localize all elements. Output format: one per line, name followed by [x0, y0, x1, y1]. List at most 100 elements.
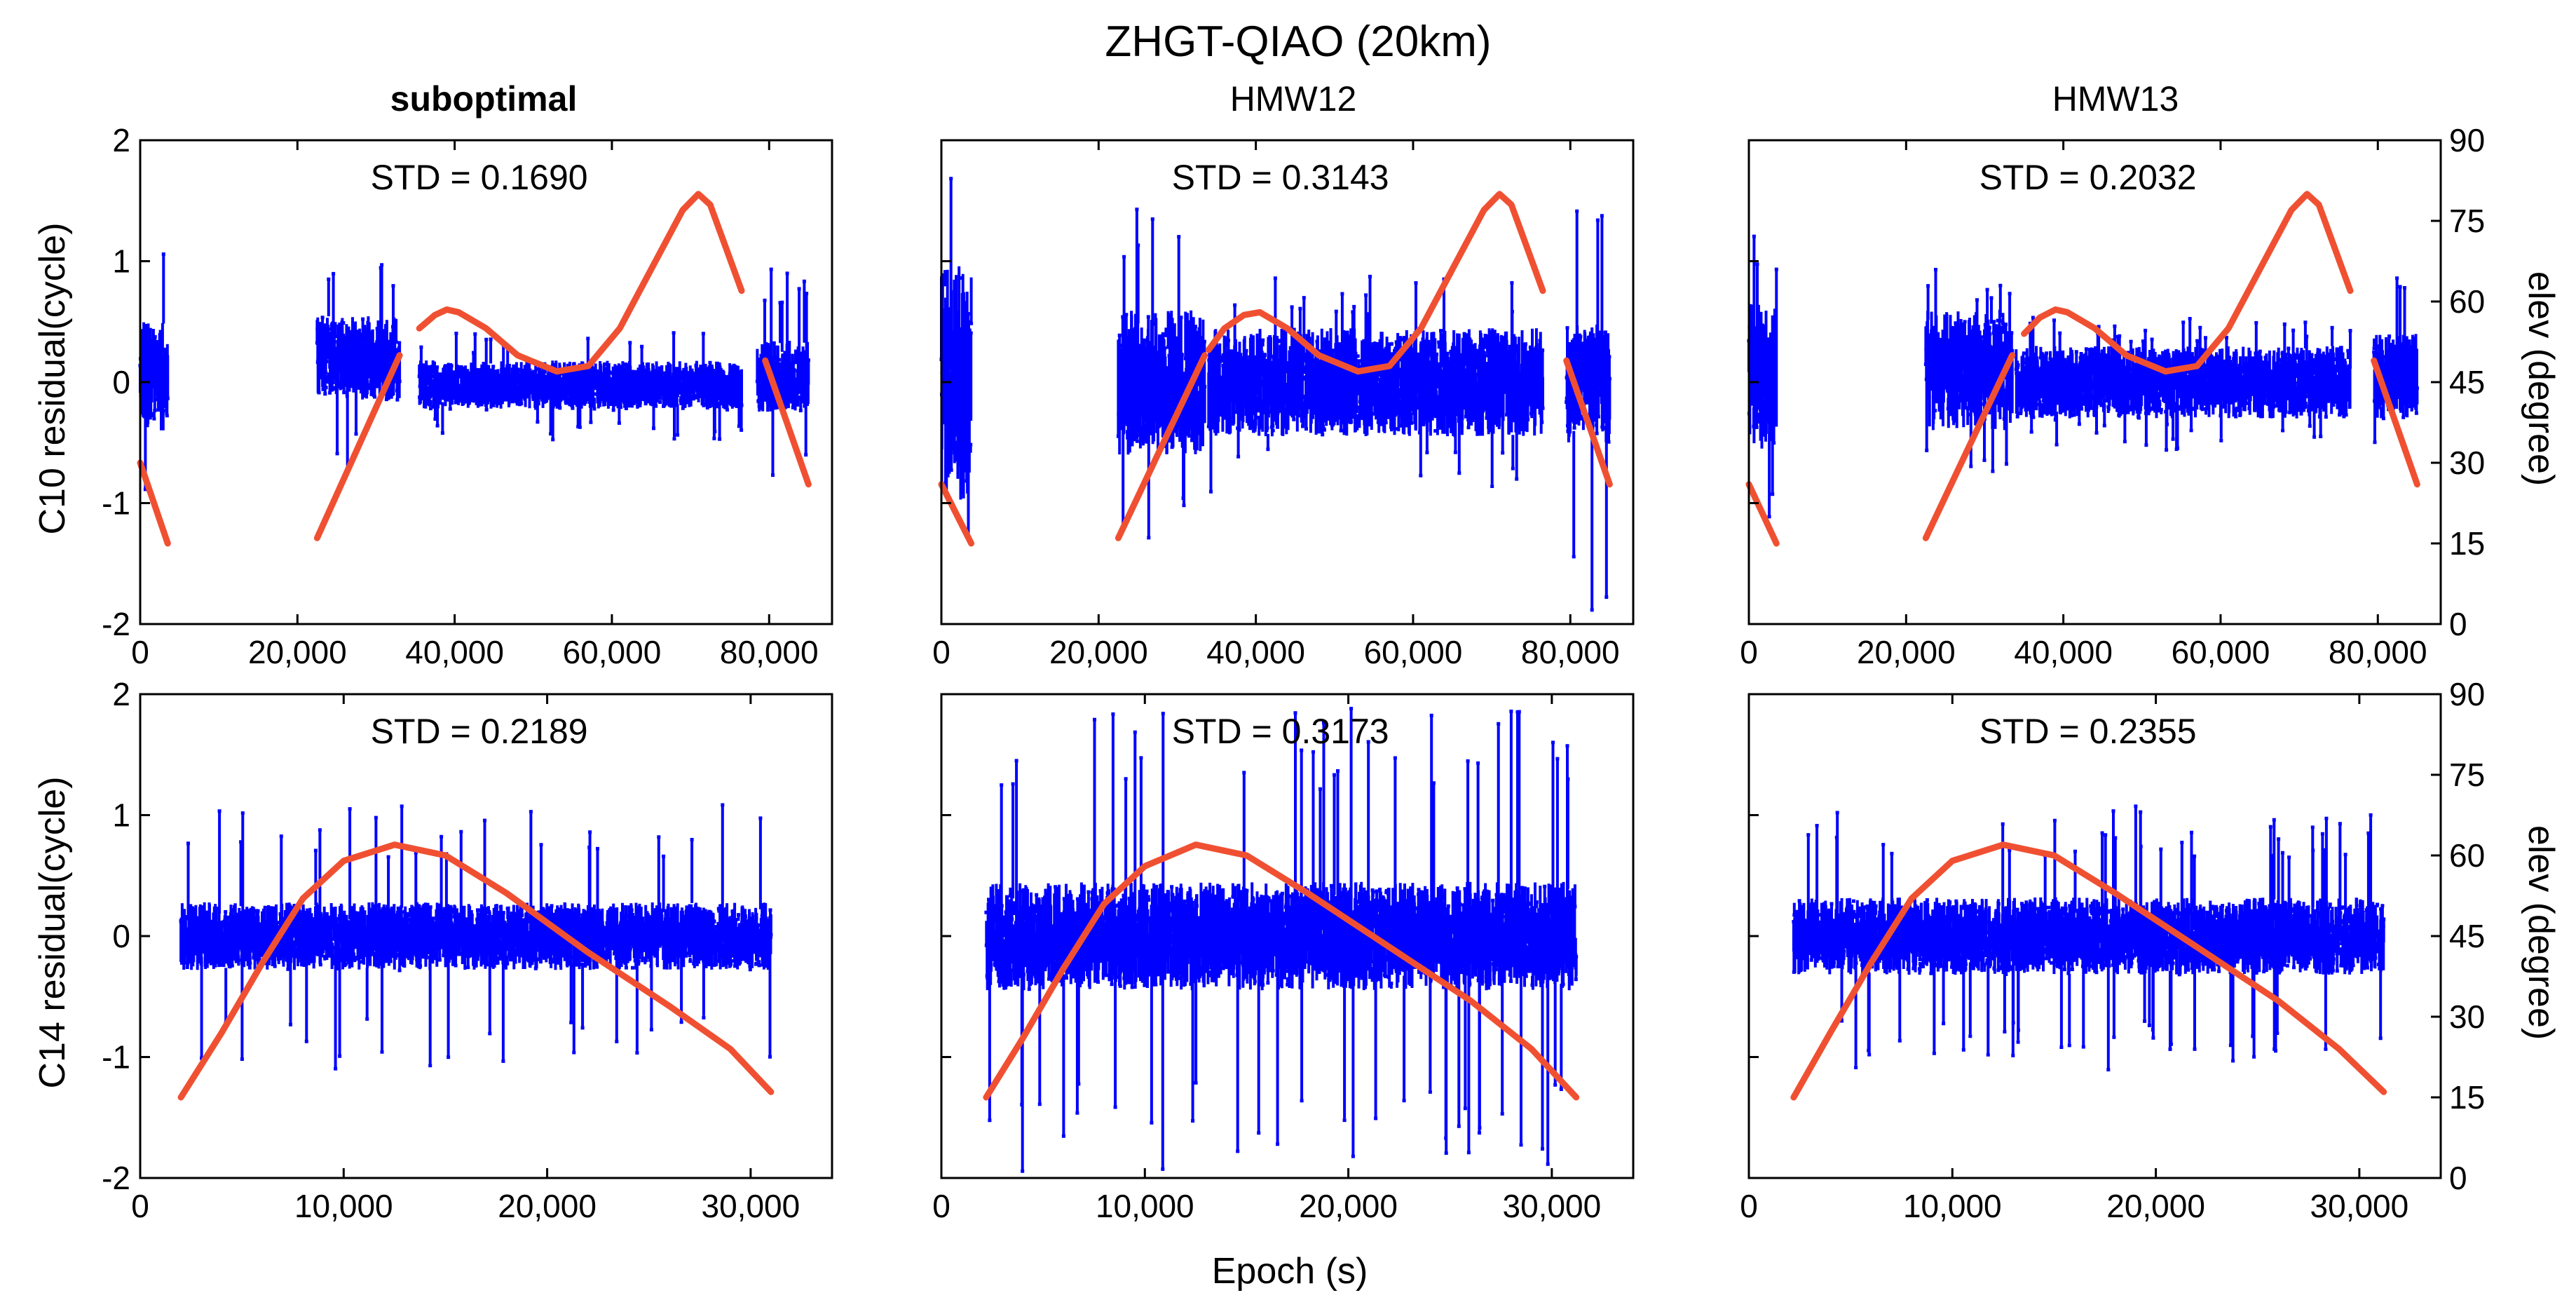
residual-points	[138, 252, 170, 492]
elevation-series	[1745, 191, 2420, 547]
x-axis-label: Epoch (s)	[1212, 1251, 1368, 1292]
y-tick-label: -1	[102, 1039, 130, 1076]
x-tick-label: 30,000	[702, 1188, 800, 1224]
y-tick-label: 0	[112, 364, 130, 400]
elevation-series	[137, 191, 812, 547]
x-tick-label: 40,000	[1206, 634, 1305, 670]
residual-points	[1565, 209, 1611, 612]
column-title-hmw12: HMW12	[1230, 79, 1357, 118]
x-tick-label: 0	[131, 634, 149, 670]
panel-c14-hmw12: 0 10,000 20,000 30,000 STD = 0.3173	[932, 693, 1635, 1224]
x-tick-label: 40,000	[405, 634, 504, 670]
y-tick-label: 1	[112, 243, 130, 280]
residual-points	[2014, 316, 2352, 452]
residual-segment	[1792, 804, 2386, 1071]
std-annotation: STD = 0.2189	[371, 712, 588, 751]
right-ylabel-bottom: elev (degree)	[2521, 825, 2561, 1040]
y2-tick-label: 75	[2449, 757, 2485, 793]
residual-points	[1747, 234, 1778, 519]
residual-segment	[1565, 209, 1611, 612]
y-tick-label: 1	[112, 797, 130, 834]
elevation-line	[137, 459, 171, 547]
x-tick-label: 80,000	[1521, 634, 1620, 670]
elevation-line	[2021, 191, 2354, 375]
y2-tick-label: 60	[2449, 283, 2485, 320]
residual-points	[179, 803, 773, 1071]
elevation-series	[1790, 841, 2387, 1101]
elevation-line	[983, 841, 1580, 1101]
residual-segment	[138, 252, 170, 492]
x-tick-label: 0	[932, 634, 950, 670]
x-tick-label: 10,000	[294, 1188, 393, 1224]
y-tick-label: -1	[102, 485, 130, 522]
x-tick-label: 80,000	[720, 634, 819, 670]
residual-segment	[939, 177, 974, 541]
residual-series	[984, 707, 1579, 1173]
right-ylabel-top: elev (degree)	[2521, 271, 2561, 486]
elevation-line	[313, 352, 403, 541]
residual-segment	[1206, 274, 1545, 494]
residual-series	[939, 177, 1611, 612]
residual-points	[417, 331, 744, 442]
y-tick-label: -2	[102, 1160, 130, 1196]
chart-panels: 0 20,000 40,000 60,000 80,000 -2 -1 0 1 2 STD = 0.…	[102, 122, 2485, 1224]
elevation-line	[1115, 352, 1208, 541]
x-tick-label: 20,000	[1857, 634, 1956, 670]
x-tick-label: 20,000	[1049, 634, 1148, 670]
elevation-line	[762, 357, 812, 488]
panel-c10-suboptimal: 0 20,000 40,000 60,000 80,000 -2 -1 0 1 2 STD = 0.…	[102, 122, 833, 670]
y2-tick-label: 45	[2449, 918, 2485, 954]
y-tick-label: -2	[102, 606, 130, 642]
residual-points	[755, 267, 810, 478]
residual-segment	[755, 267, 810, 478]
residual-points	[1116, 208, 1207, 540]
residual-segment	[1747, 234, 1778, 519]
residual-points	[2372, 276, 2419, 445]
residual-points	[939, 177, 974, 541]
residual-points	[1206, 274, 1545, 494]
residual-segment	[315, 263, 402, 470]
y2-tick-label: 90	[2449, 122, 2485, 158]
x-tick-label: 0	[932, 1188, 950, 1224]
residual-segment	[1116, 208, 1207, 540]
panel-c10-hmw13: 0 20,000 40,000 60,000 80,000 0 15 30 45 60 75 90 ST…	[1740, 122, 2485, 670]
column-title-hmw13: HMW13	[2052, 79, 2179, 118]
x-tick-label: 60,000	[2172, 634, 2270, 670]
x-tick-label: 20,000	[498, 1188, 597, 1224]
y-tick-label: 2	[112, 122, 130, 158]
elevation-line	[1563, 357, 1613, 488]
x-tick-label: 0	[1740, 634, 1758, 670]
std-annotation: STD = 0.3143	[1172, 158, 1389, 197]
residual-points	[1923, 268, 2015, 473]
panel-c14-hmw13: 0 10,000 20,000 30,000 0 15 30 45 60 75 90 STD = 0.…	[1740, 676, 2485, 1224]
x-tick-label: 0	[1740, 1188, 1758, 1224]
elevation-series	[938, 191, 1613, 547]
row2-ylabel: C14 residual(cycle)	[32, 776, 73, 1088]
residual-series	[179, 803, 773, 1071]
x-tick-label: 30,000	[2310, 1188, 2409, 1224]
std-annotation: STD = 0.2032	[1979, 158, 2197, 197]
column-title-suboptimal: suboptimal	[390, 79, 578, 118]
x-tick-label: 10,000	[1903, 1188, 2002, 1224]
elevation-series	[177, 841, 775, 1101]
residual-segment	[2014, 316, 2352, 452]
y2-tick-label: 0	[2449, 606, 2467, 642]
row1-ylabel: C10 residual(cycle)	[32, 222, 73, 534]
y2-tick-label: 75	[2449, 203, 2485, 239]
std-annotation: STD = 0.2355	[1979, 712, 2197, 751]
residual-points	[315, 263, 402, 470]
residual-points	[1792, 804, 2386, 1071]
elevation-line	[1745, 481, 1780, 547]
y2-tick-label: 60	[2449, 837, 2485, 874]
std-annotation: STD = 0.1690	[371, 158, 588, 197]
elevation-line	[1205, 191, 1546, 375]
y2-tick-label: 15	[2449, 1079, 2485, 1116]
x-tick-label: 40,000	[2014, 634, 2113, 670]
y2-tick-label: 30	[2449, 998, 2485, 1035]
std-annotation: STD = 0.3173	[1172, 712, 1389, 751]
y-tick-label: 2	[112, 676, 130, 712]
elevation-line	[416, 191, 745, 375]
figure-title: ZHGT-QIAO (20km)	[1105, 18, 1491, 66]
x-tick-label: 20,000	[2106, 1188, 2205, 1224]
